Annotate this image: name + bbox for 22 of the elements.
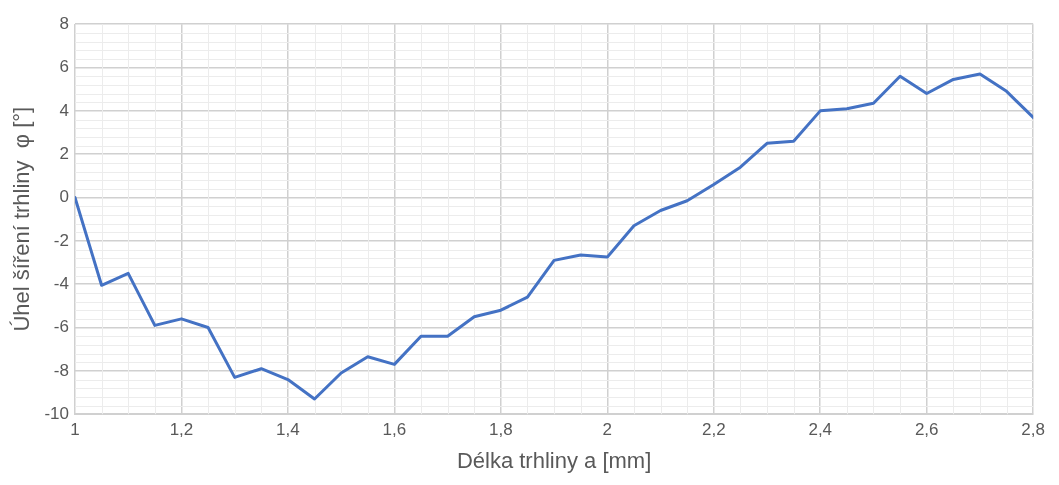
x-tick-label: 1,2 — [169, 420, 194, 440]
y-tick-label: 0 — [59, 187, 69, 207]
x-tick-label: 2,6 — [914, 420, 939, 440]
y-axis-title: Úhel šíření trhliny φ [°] — [9, 106, 35, 332]
y-tick-label: -8 — [53, 360, 69, 380]
y-tick-label: -2 — [53, 230, 69, 250]
x-axis-title: Délka trhliny a [mm] — [456, 447, 652, 473]
x-tick-label: 2 — [602, 420, 613, 440]
x-tick-label: 1,6 — [382, 420, 407, 440]
x-tick-label: 1 — [70, 420, 80, 440]
y-tick-label: -10 — [44, 403, 69, 423]
y-tick-label: 8 — [59, 13, 69, 33]
x-tick-label: 2,4 — [808, 420, 833, 440]
y-tick-label: -4 — [53, 273, 69, 293]
y-tick-label: -6 — [53, 317, 69, 337]
y-tick-label: 6 — [59, 57, 69, 77]
y-tick-label: 4 — [59, 100, 69, 120]
x-tick-label: 2,2 — [701, 420, 726, 440]
x-tick-label: 2,8 — [1021, 420, 1045, 440]
x-tick-label: 1,8 — [489, 420, 513, 440]
x-tick-label: 1,4 — [276, 420, 300, 440]
y-tick-label: 2 — [59, 143, 69, 163]
